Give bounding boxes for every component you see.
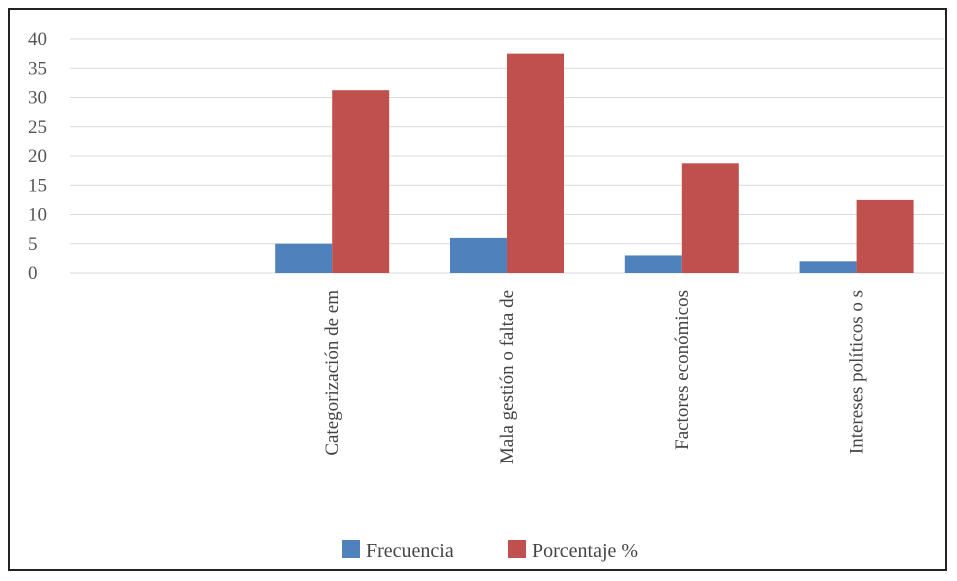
y-tick-label: 15 [28,175,47,196]
y-axis-ticks: 0 5 10 15 20 25 30 35 40 [28,29,47,284]
category-label: Factores económicos [672,290,693,450]
y-tick-label: 35 [28,58,47,79]
category-label: Mala gestión o falta de [497,290,518,464]
bar-porcentaje-2 [507,53,564,273]
legend-label-porcentaje: Porcentaje % [532,540,638,562]
chart-frame [8,8,947,571]
y-tick-label: 20 [28,146,47,167]
bar-frecuencia-4 [799,261,857,273]
bar-porcentaje-4 [856,199,914,273]
y-tick-label: 5 [28,234,38,255]
legend-swatch-frecuencia [342,540,360,558]
bars [275,53,914,273]
bar-porcentaje-1 [332,90,390,273]
y-tick-label: 40 [28,29,47,50]
legend: Frecuencia Porcentaje % [342,540,638,562]
y-tick-label: 10 [28,205,47,226]
y-tick-label: 0 [28,263,38,284]
category-label: Intereses políticos o s [847,290,868,454]
bar-frecuencia-3 [624,255,682,273]
legend-swatch-porcentaje [508,540,526,558]
bar-frecuencia-2 [450,237,507,273]
bar-porcentaje-3 [681,163,739,273]
category-labels: Categorización de em Mala gestión o falta… [322,290,867,464]
y-tick-label: 30 [28,88,47,109]
y-tick-label: 25 [28,117,47,138]
legend-label-frecuencia: Frecuencia [366,540,454,562]
category-label: Categorización de em [322,290,343,456]
bar-frecuencia-1 [275,243,333,273]
